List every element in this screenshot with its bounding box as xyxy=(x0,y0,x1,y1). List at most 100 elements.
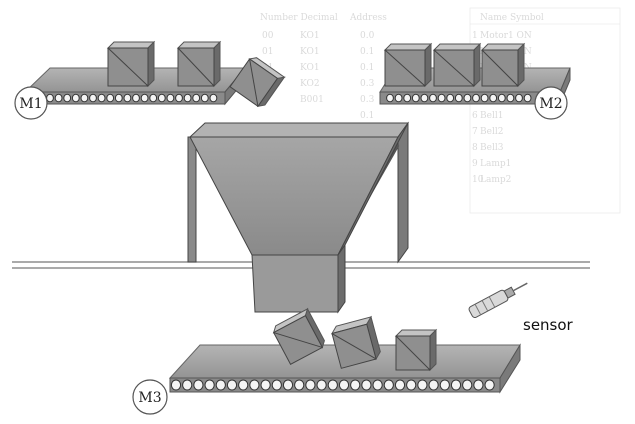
table-row-4-address: 0.3 xyxy=(360,79,375,89)
table-row-5-address: 0.3 xyxy=(360,95,375,105)
conveyor-m1-rollers xyxy=(46,93,218,103)
sensor-label: sensor xyxy=(523,316,574,334)
roller xyxy=(454,93,463,103)
roller xyxy=(462,379,473,391)
table-row-2-address: 0.1 xyxy=(360,47,374,57)
box xyxy=(106,40,156,88)
roller xyxy=(89,93,97,103)
tilted-box xyxy=(229,57,286,107)
table-row-1-index: 1 xyxy=(472,31,478,41)
roller xyxy=(294,379,305,391)
roller xyxy=(506,93,515,103)
table-row-10-index: 10 xyxy=(472,175,484,185)
roller xyxy=(411,93,420,103)
roller xyxy=(383,379,394,391)
motor-m2-label: M2 xyxy=(539,96,562,112)
tilted-box xyxy=(272,307,325,366)
box xyxy=(394,328,438,372)
proximity-sensor xyxy=(468,282,528,319)
roller xyxy=(80,93,89,103)
table-row-2-decimal: 01 xyxy=(262,47,273,57)
roller xyxy=(406,379,417,391)
roller xyxy=(46,93,54,103)
roller xyxy=(489,93,498,103)
table-row-3-number: KO1 xyxy=(300,63,320,73)
roller xyxy=(350,379,361,391)
table-row-10-name: Lamp2 xyxy=(480,175,511,185)
table-row-5-number: B001 xyxy=(300,95,324,105)
roller xyxy=(166,93,175,103)
roller xyxy=(439,379,450,391)
roller xyxy=(403,93,412,103)
roller xyxy=(497,93,506,103)
table-row-4-number: KO2 xyxy=(300,79,320,89)
table-header-name: Name Symbol xyxy=(480,13,544,23)
roller xyxy=(450,379,462,391)
roller xyxy=(282,379,294,391)
table-row-1-address: 0.0 xyxy=(360,31,375,41)
roller xyxy=(386,93,394,103)
roller xyxy=(271,379,282,391)
motor-m1: M1 xyxy=(14,86,48,120)
roller xyxy=(515,93,523,103)
table-row-8-name: Bell3 xyxy=(480,143,504,153)
roller xyxy=(123,93,132,103)
roller xyxy=(420,93,429,103)
roller xyxy=(361,379,372,391)
box xyxy=(480,42,526,88)
roller xyxy=(523,93,532,103)
motor-m2: M2 xyxy=(534,86,568,120)
roller xyxy=(305,379,316,391)
roller xyxy=(192,93,201,103)
roller xyxy=(204,379,215,391)
table-row-3-address: 0.1 xyxy=(360,63,374,73)
roller xyxy=(417,379,428,391)
conveyor-m2-rollers xyxy=(386,93,532,103)
hopper xyxy=(187,121,409,314)
roller xyxy=(71,93,80,103)
roller xyxy=(260,379,271,391)
roller xyxy=(114,93,123,103)
table-row-1-name: Motor1 ON xyxy=(480,31,532,41)
box xyxy=(383,42,433,88)
roller xyxy=(394,379,406,391)
table-row-9-name: Lamp1 xyxy=(480,159,511,169)
roller xyxy=(209,93,218,103)
roller xyxy=(106,93,115,103)
roller xyxy=(193,379,204,391)
motor-m1-label: M1 xyxy=(19,96,42,112)
roller xyxy=(132,93,140,103)
roller xyxy=(238,379,249,391)
roller xyxy=(428,379,439,391)
roller xyxy=(170,379,182,391)
roller xyxy=(182,379,193,391)
box xyxy=(176,40,222,88)
box xyxy=(432,42,482,88)
roller xyxy=(480,93,489,103)
roller xyxy=(175,93,183,103)
roller xyxy=(249,379,260,391)
table-header-address: Address xyxy=(349,13,387,23)
roller xyxy=(316,379,327,391)
roller xyxy=(473,379,484,391)
roller xyxy=(215,379,226,391)
conveyor-m3-rollers xyxy=(170,379,495,391)
roller xyxy=(327,379,338,391)
table-row-7-name: Bell2 xyxy=(480,127,503,137)
table-header-number: Number Decimal xyxy=(260,13,338,23)
roller xyxy=(446,93,455,103)
roller xyxy=(226,379,238,391)
roller xyxy=(394,93,403,103)
motor-m3-label: M3 xyxy=(138,390,161,406)
table-row-8-index: 8 xyxy=(472,143,478,153)
roller xyxy=(97,93,106,103)
roller xyxy=(372,379,383,391)
roller xyxy=(429,93,437,103)
table-row-6-name: Bell1 xyxy=(480,111,503,121)
roller xyxy=(140,93,149,103)
roller xyxy=(149,93,158,103)
table-row-1-number: KO1 xyxy=(300,31,320,41)
roller xyxy=(472,93,480,103)
roller xyxy=(63,93,72,103)
